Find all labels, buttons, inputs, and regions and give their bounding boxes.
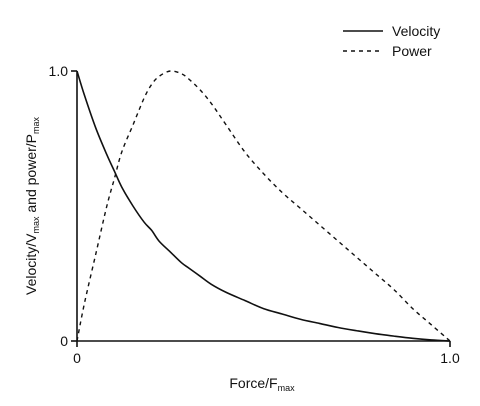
y-axis-title-sub1: max xyxy=(31,216,41,234)
series-line-power xyxy=(76,70,451,342)
x-tick-label: 1.0 xyxy=(440,350,460,366)
legend-label-velocity: Velocity xyxy=(392,23,440,39)
y-tick-label: 0 xyxy=(60,333,68,349)
legend-label-power: Power xyxy=(392,43,432,59)
x-axis-title-sub: max xyxy=(278,383,296,393)
legend: Velocity Power xyxy=(343,23,440,59)
plot-area xyxy=(76,71,450,342)
y-axis-title-part1: Velocity/V xyxy=(23,233,39,295)
y-axis-title-sub2: max xyxy=(31,117,41,135)
axis-ticks: 0 1.0 0 1.0 xyxy=(49,63,460,366)
x-axis-title-main: Force/F xyxy=(229,375,277,391)
x-axis-title: Force/Fmax xyxy=(229,375,295,393)
y-axis-title: Velocity/Vmax and power/Pmax xyxy=(23,117,41,296)
y-tick-label: 1.0 xyxy=(49,63,69,79)
x-tick-label: 0 xyxy=(73,350,81,366)
y-axis-title-part2: and power/P xyxy=(23,134,39,217)
series-layer xyxy=(76,70,451,342)
series-line-velocity xyxy=(76,70,451,342)
